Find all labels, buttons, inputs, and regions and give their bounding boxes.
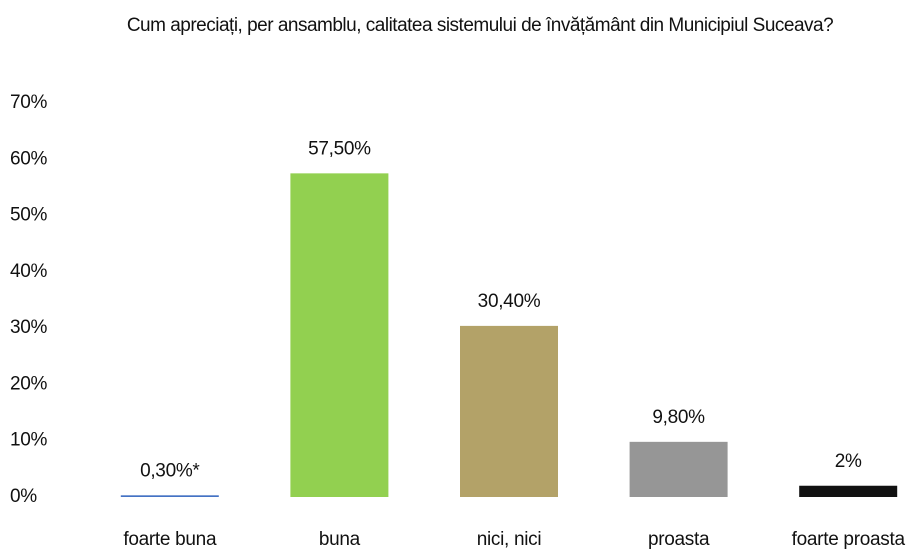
value-label: 30,40%	[478, 291, 541, 312]
x-tick-label: foarte proasta	[792, 529, 906, 550]
value-label: 2%	[835, 451, 862, 472]
y-tick-label: 40%	[10, 261, 48, 282]
bar	[120, 495, 219, 497]
y-tick-label: 50%	[10, 205, 48, 226]
x-tick-label: buna	[319, 529, 361, 550]
value-label: 57,50%	[308, 138, 371, 159]
bar	[799, 485, 898, 497]
bar	[290, 173, 389, 497]
value-label: 0,30%*	[140, 460, 200, 481]
y-tick-label: 60%	[10, 148, 48, 169]
y-tick-label: 0%	[10, 486, 37, 507]
x-tick-label: nici, nici	[477, 529, 542, 550]
bar	[460, 325, 558, 497]
y-tick-label: 20%	[10, 373, 48, 394]
y-tick-label: 30%	[10, 317, 48, 338]
y-tick-label: 70%	[10, 92, 48, 113]
chart-title: Cum apreciați, per ansamblu, calitatea s…	[126, 15, 834, 36]
x-tick-label: proasta	[648, 529, 710, 550]
bar	[629, 441, 728, 497]
y-tick-label: 10%	[10, 430, 48, 451]
x-tick-label: foarte buna	[123, 529, 217, 550]
value-label: 9,80%	[652, 407, 705, 428]
